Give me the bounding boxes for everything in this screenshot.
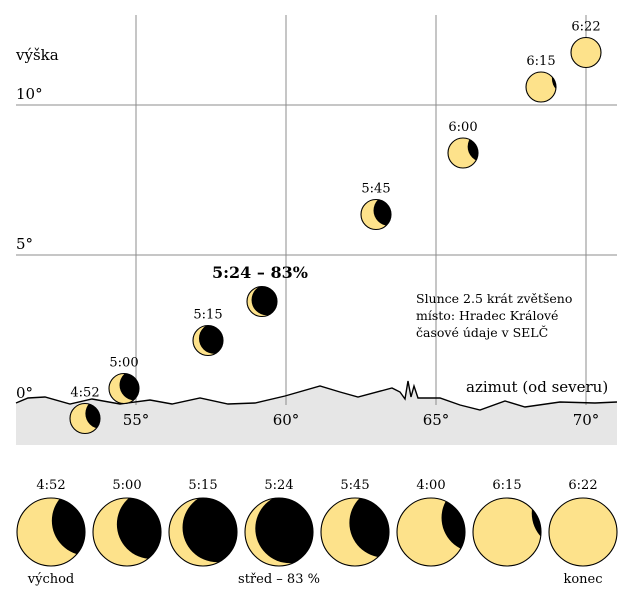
strip-caption: střed – 83 % (238, 572, 320, 587)
moon-disc (255, 498, 313, 564)
sun-disc (473, 498, 541, 566)
sun-outline (168, 497, 238, 567)
sky-time-label: 6:00 (448, 120, 477, 135)
strip-sun-1 (92, 497, 162, 567)
moon-disc (467, 138, 478, 162)
sky-time-label: 5:15 (193, 308, 222, 323)
moon-disc (116, 498, 161, 559)
y-axis-label: výška (15, 46, 59, 64)
x-tick-70: 70° (573, 411, 600, 429)
sky-sun-6 (525, 71, 557, 103)
sun-outline (320, 497, 390, 567)
strip-time-label: 5:24 (264, 478, 293, 493)
sun-disc (549, 498, 617, 566)
sky-sun-3 (246, 285, 278, 318)
sun-disc (571, 37, 601, 68)
ground-area (16, 381, 617, 445)
sun-outline (570, 36, 602, 69)
moon-disc (198, 325, 223, 354)
strip-time-label: 5:45 (340, 478, 369, 493)
moon-disc (373, 199, 391, 226)
x-axis-label: azimut (od severu) (466, 378, 608, 396)
grid (16, 15, 617, 405)
strip-sun-0 (16, 497, 86, 567)
sun-outline (192, 324, 224, 357)
x-tick-60: 60° (273, 411, 300, 429)
note-line-3: časové údaje v SELČ (416, 324, 548, 340)
moon-disc (551, 72, 556, 95)
y-tick-5: 5° (16, 235, 33, 253)
strip-time-label: 6:15 (492, 478, 521, 493)
sky-sun-0 (69, 402, 101, 435)
sun-outline (244, 497, 314, 567)
sky-sun-5 (447, 137, 479, 169)
sky-time-label: 4:52 (70, 386, 99, 401)
strip-time-label: 4:52 (36, 478, 65, 493)
note-line-2: místo: Hradec Králové (416, 308, 558, 323)
sun-outline (472, 497, 542, 567)
phase-strip: 4:52 východ 5:00 5:15 5:24 střed – 83 % 5:45 4:… (16, 478, 618, 587)
strip-sun-7 (548, 497, 618, 567)
sun-outline (396, 497, 466, 567)
sun-disc (526, 72, 556, 102)
strip-sun-2 (168, 497, 238, 567)
strip-sun-4 (320, 497, 390, 567)
sun-outline (69, 402, 101, 435)
strip-time-label: 4:00 (416, 478, 445, 493)
maximum-label: 5:24 – 83% (212, 263, 308, 282)
sun-outline (360, 198, 392, 231)
sky-sun-2 (192, 324, 224, 357)
sun-outline (525, 71, 557, 103)
note-line-1: Slunce 2.5 krát zvětšeno (416, 291, 572, 306)
horizon-line (15, 380, 618, 411)
sun-outline (447, 137, 479, 169)
sun-outline (108, 372, 140, 405)
sun-outline (92, 497, 162, 567)
y-tick-0: 0° (16, 384, 33, 402)
strip-caption: konec (563, 572, 602, 587)
sky-sun-7 (570, 36, 602, 69)
strip-caption: východ (27, 572, 75, 587)
moon-disc (119, 373, 139, 401)
x-tick-55: 55° (123, 411, 150, 429)
sky-sun-1 (108, 372, 140, 405)
moon-disc (251, 286, 277, 316)
sky-time-label: 5:00 (109, 356, 138, 371)
sky-time-label: 5:45 (361, 182, 390, 197)
strip-time-label: 5:00 (112, 478, 141, 493)
sun-outline (548, 497, 618, 567)
sun-outline (16, 497, 86, 567)
strip-time-label: 5:15 (188, 478, 217, 493)
y-tick-10: 10° (16, 85, 43, 103)
sky-suns: 4:52 5:00 5:15 5:45 6:00 6:15 6:22 (69, 20, 602, 435)
x-tick-65: 65° (423, 411, 450, 429)
strip-time-label: 6:22 (568, 478, 597, 493)
sky-sun-4 (360, 198, 392, 231)
sky-time-label: 6:22 (571, 20, 600, 35)
strip-sun-3 (244, 497, 314, 567)
moon-disc (349, 498, 389, 558)
strip-sun-6 (472, 497, 542, 567)
sun-outline (246, 285, 278, 318)
sky-time-label: 6:15 (526, 54, 555, 69)
moon-disc (182, 498, 237, 563)
